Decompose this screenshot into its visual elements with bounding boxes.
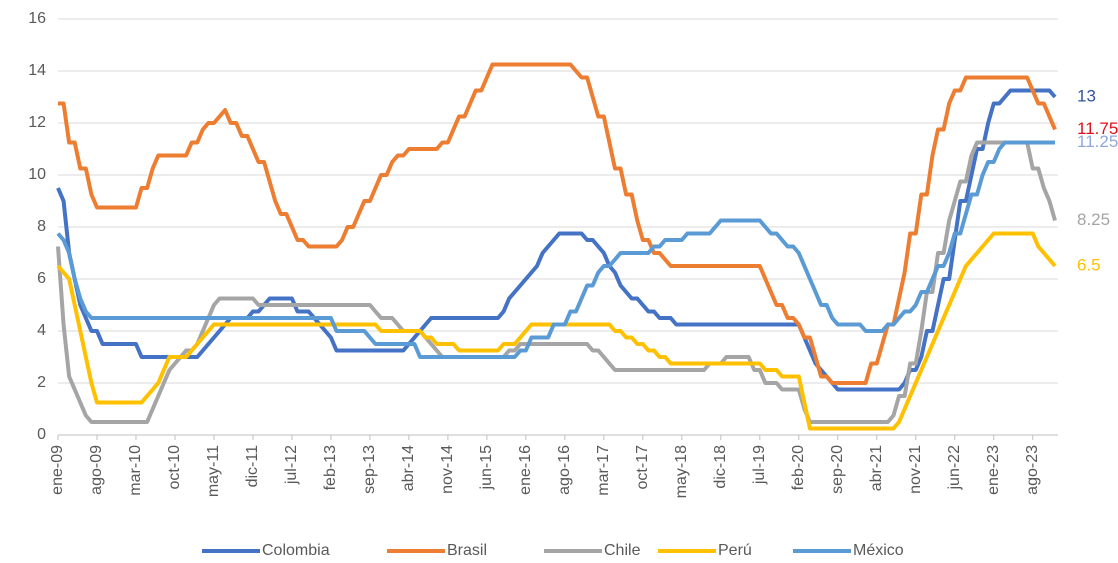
y-tick-label: 14: [28, 62, 46, 79]
legend-label: México: [853, 542, 904, 559]
y-tick-label: 16: [28, 10, 46, 27]
series-line: [58, 62, 1057, 385]
x-tick-label: mar-10: [127, 445, 144, 496]
x-tick-label: jul-12: [283, 445, 300, 485]
x-tick-label: jun-15: [478, 445, 495, 491]
y-tick-label: 12: [28, 114, 46, 131]
x-tick-label: mar-17: [595, 445, 612, 496]
y-tick-label: 4: [37, 322, 46, 339]
end-label: 11.25: [1077, 132, 1118, 151]
x-tick-label: may-18: [673, 445, 690, 498]
x-tick-label: dic-18: [712, 445, 729, 489]
y-tick-label: 2: [37, 374, 46, 391]
legend-label: Chile: [604, 542, 641, 559]
legend-label: Colombia: [262, 542, 330, 559]
x-tick-label: ago-09: [88, 445, 105, 495]
x-tick-label: jun-22: [946, 445, 963, 491]
x-tick-label: abr-14: [400, 445, 417, 491]
x-tick-label: feb-13: [322, 445, 339, 490]
x-tick-label: oct-17: [634, 445, 651, 490]
end-label: 8.25: [1077, 210, 1110, 229]
x-tick-label: sep-20: [829, 445, 846, 494]
x-tick-label: abr-21: [868, 445, 885, 491]
end-label: 11.75: [1077, 119, 1118, 138]
y-tick-label: 8: [37, 218, 46, 235]
x-tick-label: ene-23: [985, 445, 1002, 495]
end-label: 6.5: [1077, 255, 1101, 274]
x-tick-label: oct-10: [166, 445, 183, 490]
x-tick-label: ene-09: [49, 445, 66, 495]
x-tick-label: ago-23: [1024, 445, 1041, 495]
series-line: [56, 140, 1055, 359]
legend-label: Brasil: [447, 542, 487, 559]
x-tick-label: jul-19: [751, 445, 768, 485]
x-tick-label: nov-21: [907, 445, 924, 494]
x-tick-label: ago-16: [556, 445, 573, 495]
x-tick-label: dic-11: [244, 445, 261, 487]
x-tick-label: sep-13: [361, 445, 378, 494]
y-tick-label: 6: [37, 270, 46, 287]
series-line: [56, 140, 1057, 424]
end-label: 13: [1077, 86, 1096, 105]
x-tick-label: may-11: [205, 445, 222, 497]
x-tick-label: nov-14: [439, 445, 456, 494]
y-tick-label: 0: [37, 426, 46, 443]
legend-label: Perú: [718, 542, 752, 559]
y-tick-label: 10: [28, 166, 46, 183]
x-tick-label: ene-16: [517, 445, 534, 495]
x-tick-label: feb-20: [790, 445, 807, 490]
